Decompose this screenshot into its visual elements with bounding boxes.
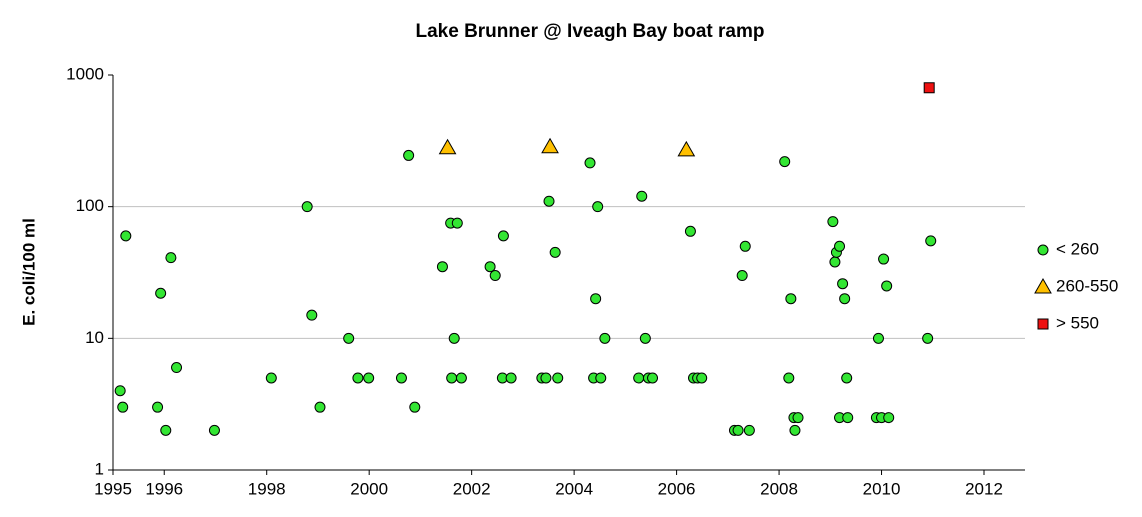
marker — [584, 157, 596, 169]
marker — [489, 270, 501, 282]
marker — [639, 332, 651, 344]
marker — [595, 372, 607, 384]
marker — [306, 309, 318, 321]
marker — [497, 230, 509, 242]
legend-label: 260-550 — [1056, 276, 1118, 295]
marker — [834, 240, 846, 252]
marker — [1037, 244, 1049, 256]
marker — [872, 332, 884, 344]
marker — [165, 252, 177, 264]
marker — [455, 372, 467, 384]
marker — [878, 253, 890, 265]
marker — [540, 372, 552, 384]
x-tick-label: 2008 — [760, 479, 798, 498]
marker — [409, 401, 421, 413]
marker — [543, 195, 555, 207]
marker — [590, 293, 602, 305]
marker — [743, 424, 755, 436]
marker — [160, 424, 172, 436]
marker — [923, 82, 935, 94]
marker — [117, 401, 129, 413]
marker — [839, 293, 851, 305]
marker — [842, 412, 854, 424]
marker — [841, 372, 853, 384]
marker — [1037, 318, 1049, 330]
marker — [438, 138, 457, 155]
marker — [783, 372, 795, 384]
marker — [152, 401, 164, 413]
marker — [446, 372, 458, 384]
x-tick-label: 2002 — [453, 479, 491, 498]
marker — [599, 332, 611, 344]
marker — [881, 280, 893, 292]
legend-label: > 550 — [1056, 313, 1099, 332]
marker — [739, 240, 751, 252]
marker — [363, 372, 375, 384]
marker — [789, 424, 801, 436]
marker — [541, 137, 559, 154]
y-axis-label: E. coli/100 ml — [19, 218, 38, 326]
chart-title: Lake Brunner @ Iveagh Bay boat ramp — [415, 21, 764, 42]
marker — [155, 287, 167, 299]
marker — [684, 225, 696, 237]
x-tick-label: 2004 — [555, 479, 593, 498]
marker — [677, 140, 696, 157]
x-tick-label: 1996 — [145, 479, 183, 498]
marker — [785, 293, 797, 305]
marker — [265, 372, 277, 384]
marker — [792, 412, 804, 424]
marker — [925, 235, 937, 247]
marker — [592, 201, 604, 213]
marker — [343, 332, 355, 344]
marker — [779, 156, 791, 168]
marker — [451, 217, 463, 229]
marker — [549, 246, 561, 258]
marker — [827, 216, 839, 228]
y-tick-label: 100 — [76, 196, 104, 215]
marker — [922, 332, 934, 344]
marker — [403, 149, 415, 161]
marker — [448, 332, 460, 344]
marker — [633, 372, 645, 384]
x-tick-label: 1998 — [248, 479, 286, 498]
marker — [208, 424, 220, 436]
marker — [883, 412, 895, 424]
marker — [647, 372, 659, 384]
y-tick-label: 10 — [85, 328, 104, 347]
legend-label: < 260 — [1056, 239, 1099, 258]
y-tick-label: 1000 — [66, 64, 104, 83]
marker — [1034, 277, 1052, 294]
x-tick-label: 1995 — [94, 479, 132, 498]
marker — [436, 261, 448, 273]
marker — [314, 401, 326, 413]
y-tick-label: 1 — [95, 459, 104, 478]
marker — [732, 424, 744, 436]
marker — [829, 256, 841, 268]
marker — [636, 190, 648, 202]
x-tick-label: 2000 — [350, 479, 388, 498]
marker — [505, 372, 517, 384]
marker — [120, 230, 132, 242]
marker — [301, 201, 313, 213]
marker — [352, 372, 364, 384]
marker — [696, 372, 708, 384]
marker — [171, 362, 183, 374]
marker — [552, 372, 564, 384]
marker — [484, 261, 496, 273]
marker — [837, 278, 849, 290]
x-tick-label: 2012 — [965, 479, 1003, 498]
x-tick-label: 2010 — [863, 479, 901, 498]
x-tick-label: 2006 — [658, 479, 696, 498]
marker — [114, 385, 126, 397]
marker — [736, 270, 748, 282]
marker — [395, 372, 407, 384]
